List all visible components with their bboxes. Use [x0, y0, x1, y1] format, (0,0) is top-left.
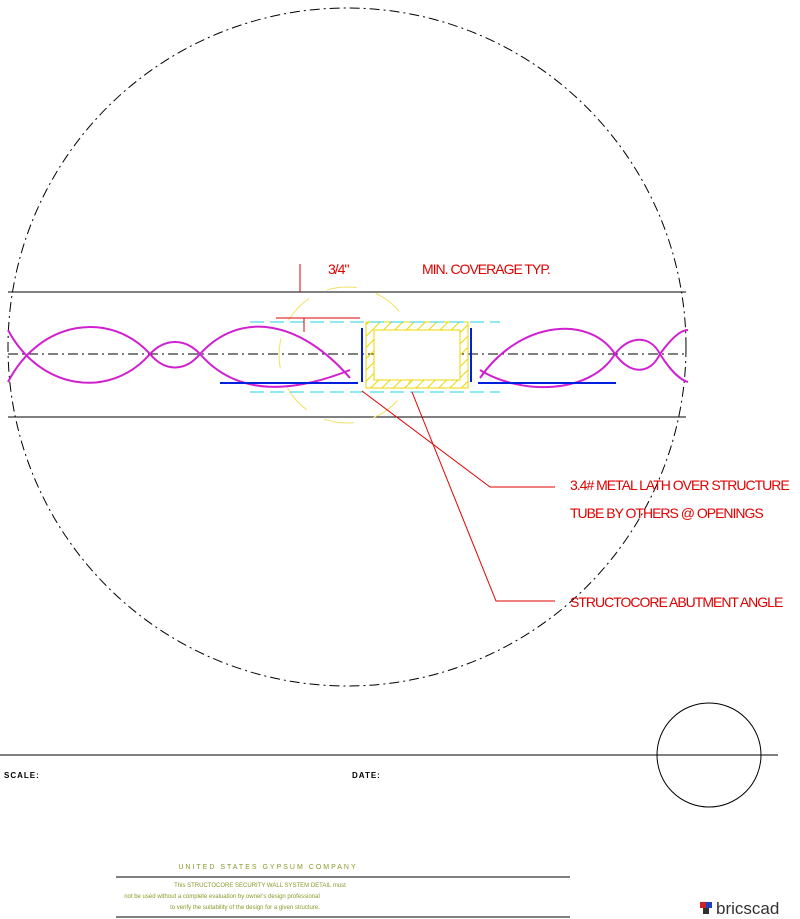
- scale-label: SCALE:: [4, 771, 40, 780]
- company: UNITED STATES GYPSUM COMPANY: [178, 864, 357, 871]
- coverage-note: MIN. COVERAGE TYP.: [422, 261, 550, 277]
- disclaimer: not be used without a complete evaluatio…: [124, 894, 320, 900]
- brand: bricscad: [716, 899, 779, 918]
- title-block: [0, 702, 778, 918]
- dimension: 3/4": [328, 261, 349, 277]
- angle-note: STRUCTOCORE ABUTMENT ANGLE: [570, 594, 783, 610]
- disclaimer: This STRUCTOCORE SECURITY WALL SYSTEM DE…: [174, 883, 346, 889]
- date-label: DATE:: [352, 771, 381, 780]
- lath-note: TUBE BY OTHERS @ OPENINGS: [570, 505, 763, 521]
- wall: [7, 264, 689, 602]
- brand-logo: [700, 902, 712, 914]
- disclaimer: to verify the suitability of the design …: [170, 905, 320, 911]
- lath-note: 3.4# METAL LATH OVER STRUCTURE: [570, 477, 789, 493]
- detail-circle: [7, 7, 687, 687]
